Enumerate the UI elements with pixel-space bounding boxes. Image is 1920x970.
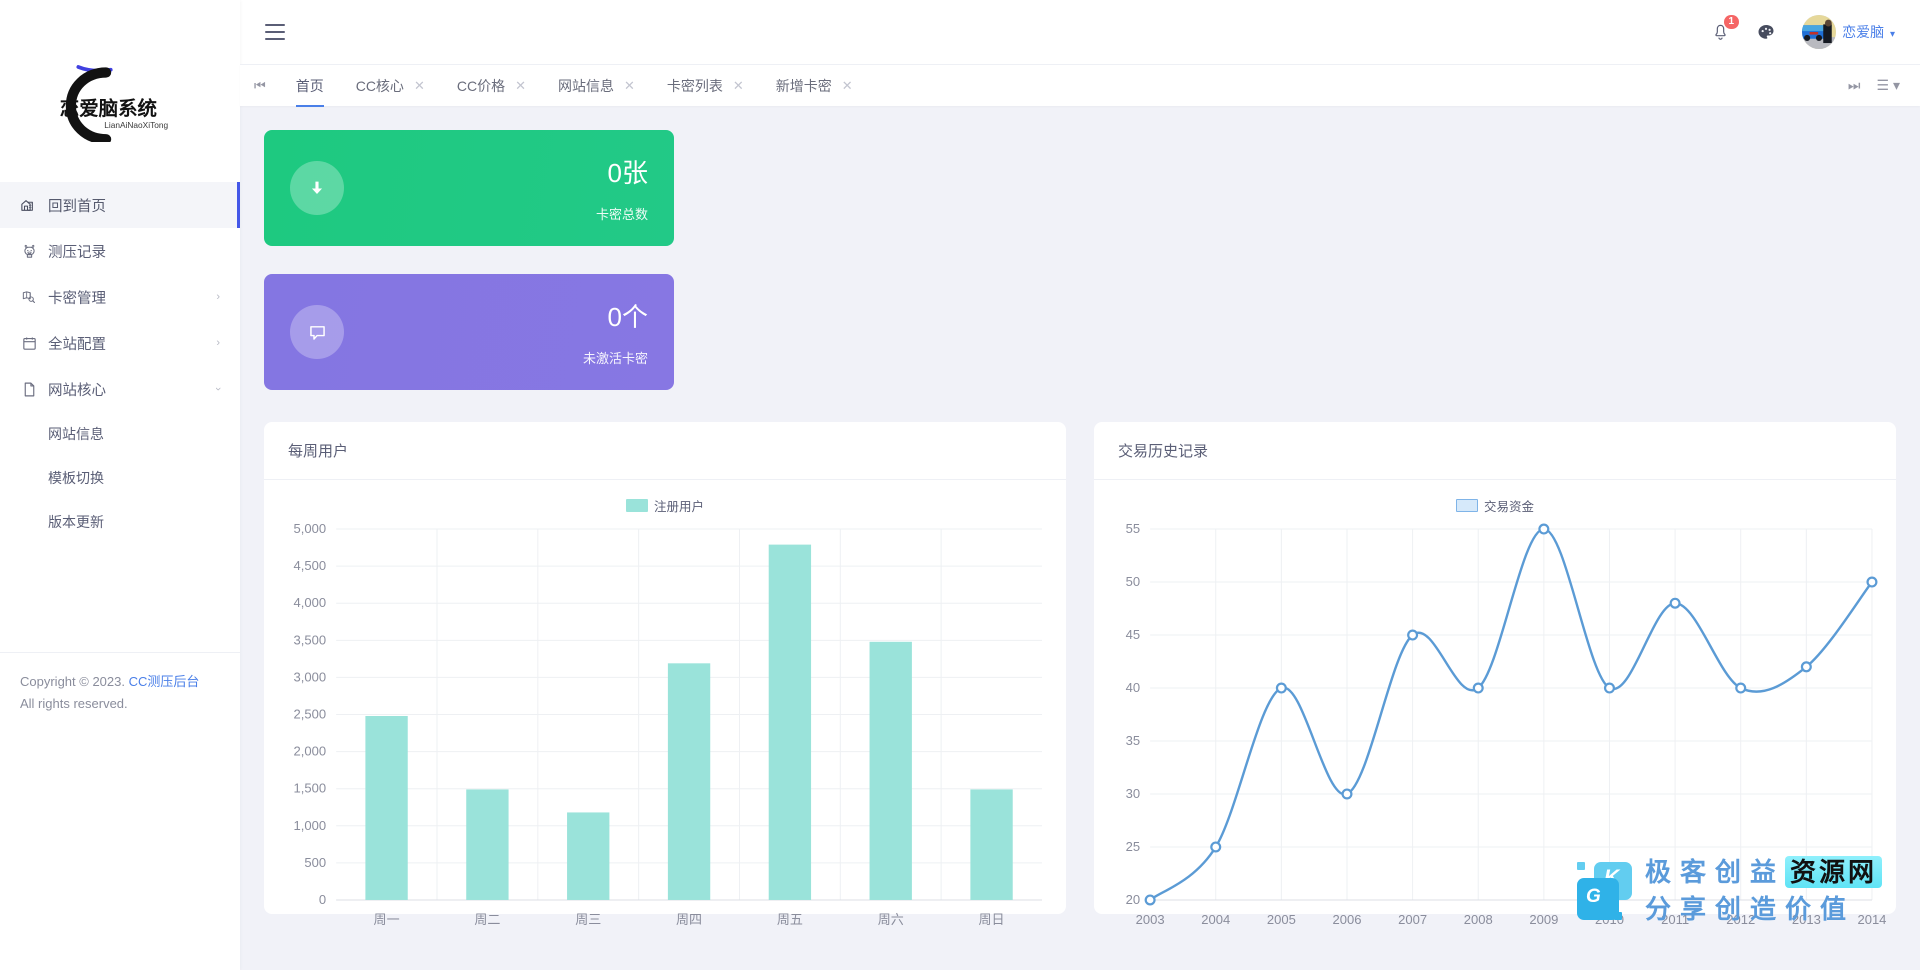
svg-text:周一: 周一: [374, 912, 400, 927]
svg-text:55: 55: [1126, 521, 1140, 536]
svg-text:0: 0: [319, 892, 326, 907]
svg-text:2008: 2008: [1464, 912, 1493, 927]
svg-text:周日: 周日: [979, 912, 1005, 927]
svg-text:2012: 2012: [1726, 912, 1755, 927]
svg-text:1,000: 1,000: [294, 818, 327, 833]
svg-text:2,500: 2,500: [294, 707, 327, 722]
svg-text:2010: 2010: [1595, 912, 1624, 927]
svg-text:5,000: 5,000: [294, 521, 327, 536]
svg-text:周四: 周四: [676, 912, 702, 927]
svg-text:2014: 2014: [1857, 912, 1886, 927]
svg-text:恋爱脑系统: 恋爱脑系统: [60, 97, 157, 120]
svg-text:2009: 2009: [1529, 912, 1558, 927]
svg-text:2003: 2003: [1136, 912, 1165, 927]
svg-text:2004: 2004: [1201, 912, 1230, 927]
svg-text:周六: 周六: [878, 912, 904, 927]
svg-text:周五: 周五: [777, 912, 803, 927]
svg-text:4,500: 4,500: [294, 558, 327, 573]
svg-text:45: 45: [1126, 627, 1140, 642]
svg-text:2011: 2011: [1661, 912, 1689, 927]
svg-text:500: 500: [304, 855, 326, 870]
svg-text:35: 35: [1126, 733, 1140, 748]
svg-text:LianAiNaoXiTong: LianAiNaoXiTong: [104, 120, 168, 130]
svg-text:2013: 2013: [1792, 912, 1821, 927]
svg-text:2,000: 2,000: [294, 744, 327, 759]
svg-text:4,000: 4,000: [294, 595, 327, 610]
svg-text:2006: 2006: [1333, 912, 1362, 927]
svg-text:2005: 2005: [1267, 912, 1296, 927]
svg-text:周三: 周三: [575, 912, 601, 927]
svg-text:40: 40: [1126, 680, 1140, 695]
svg-text:周二: 周二: [474, 912, 500, 927]
svg-text:25: 25: [1126, 839, 1140, 854]
svg-text:20: 20: [1126, 892, 1140, 907]
svg-text:3,500: 3,500: [294, 632, 327, 647]
svg-text:2007: 2007: [1398, 912, 1427, 927]
svg-text:1,500: 1,500: [294, 781, 327, 796]
svg-text:30: 30: [1126, 786, 1140, 801]
svg-text:3,000: 3,000: [294, 669, 327, 684]
svg-text:50: 50: [1126, 574, 1140, 589]
